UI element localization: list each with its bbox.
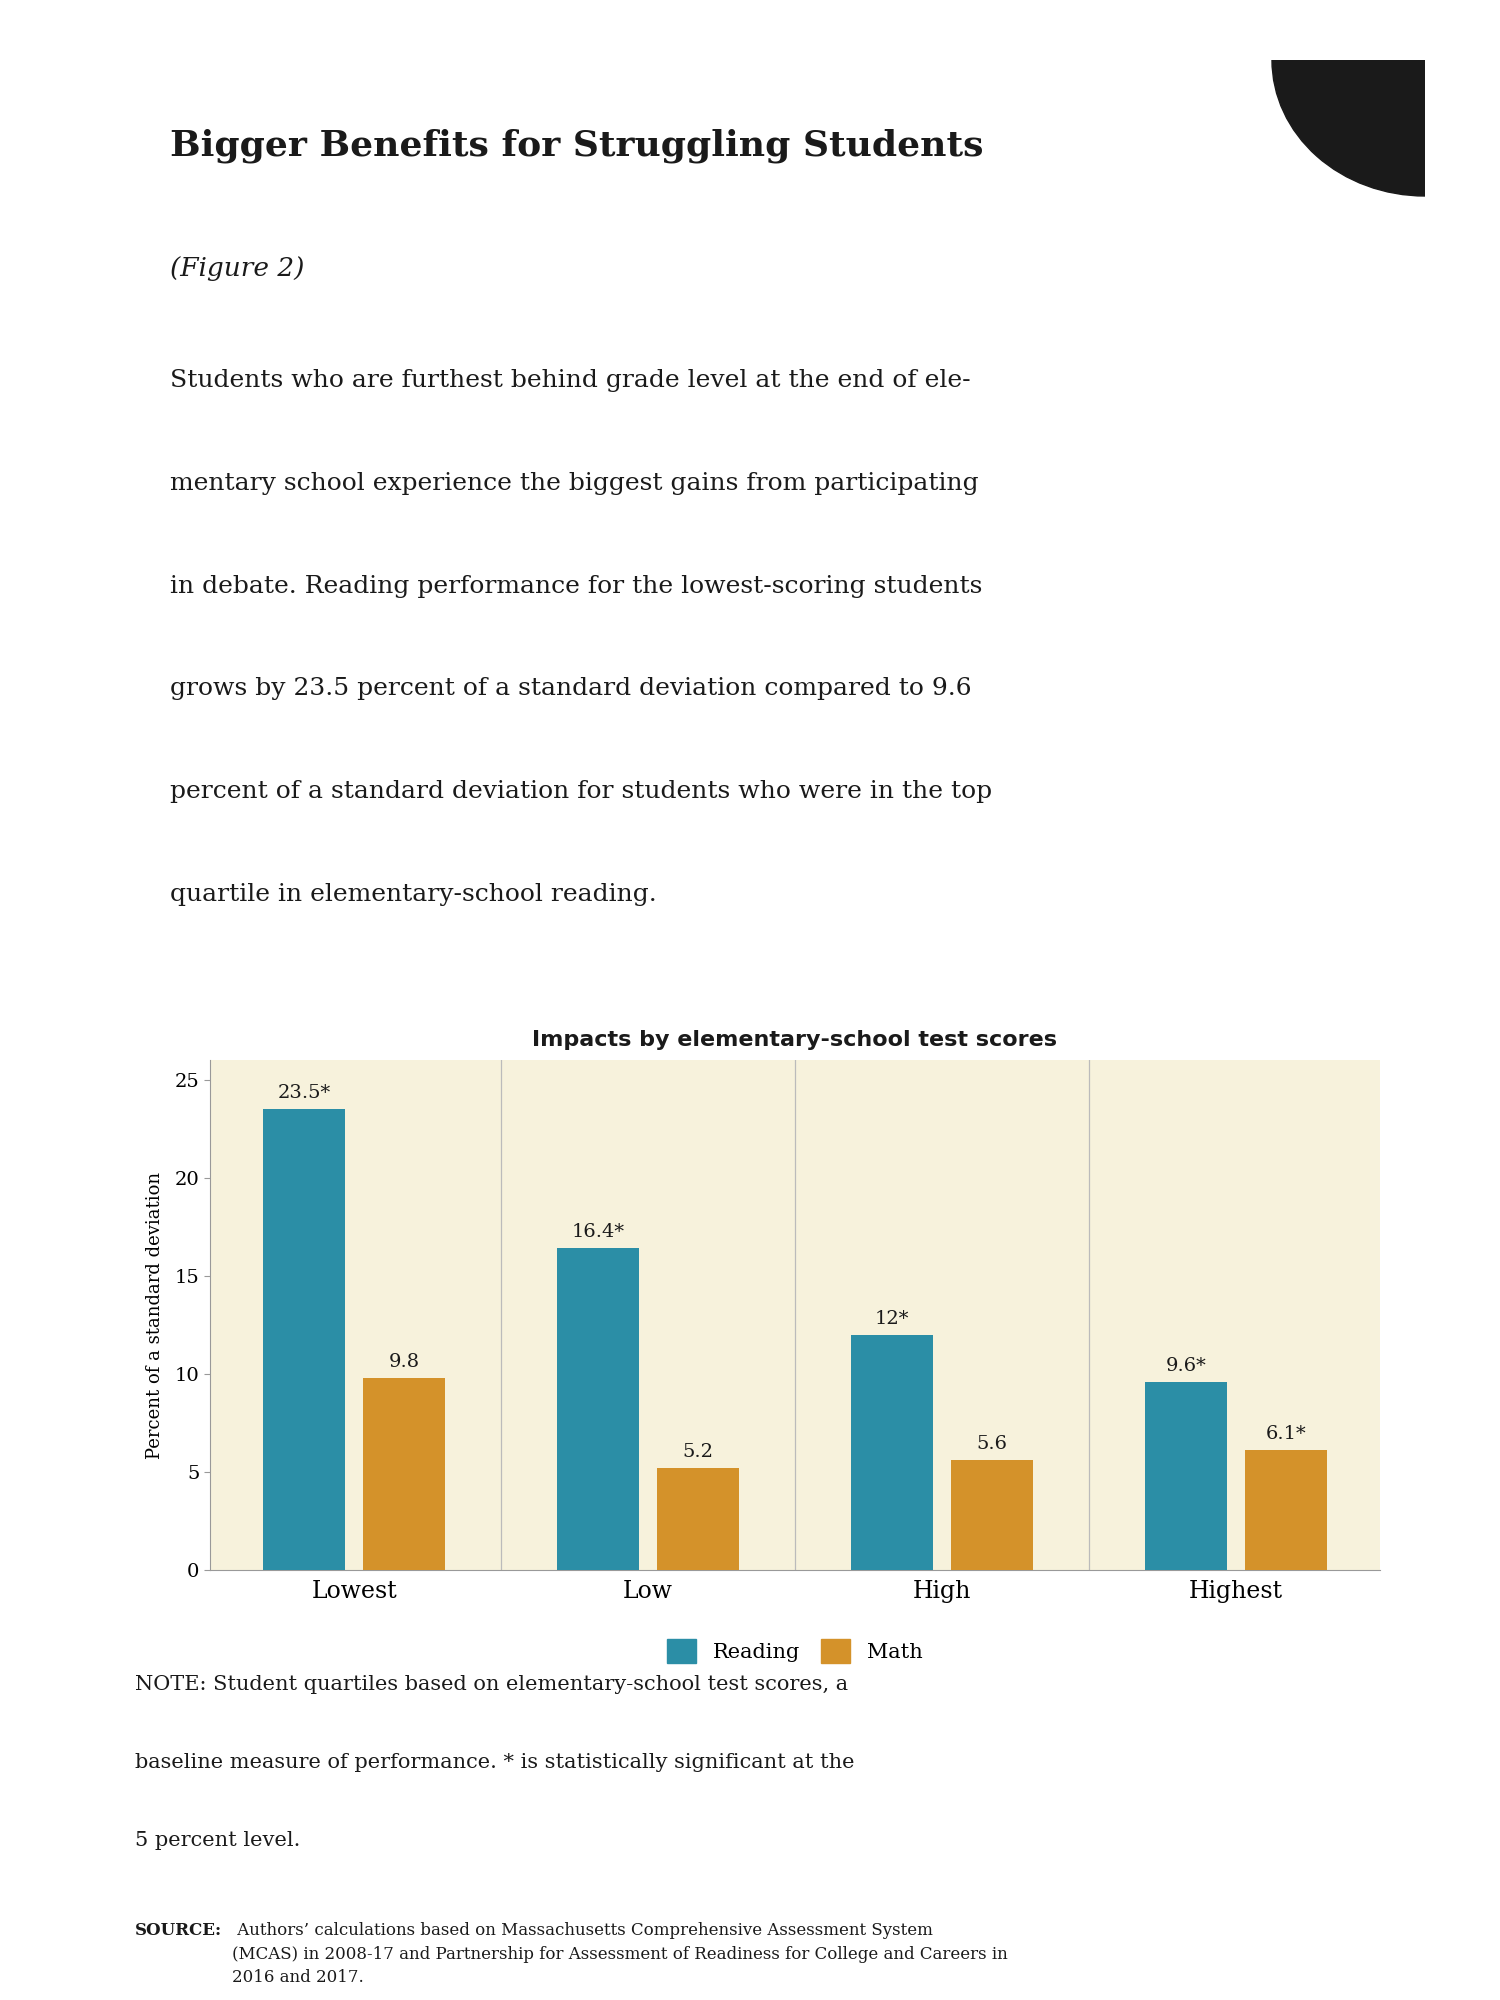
Text: 5 percent level.: 5 percent level. [135,1832,300,1850]
Text: percent of a standard deviation for students who were in the top: percent of a standard deviation for stud… [170,780,992,804]
Text: 9.6*: 9.6* [1166,1356,1206,1374]
Text: 23.5*: 23.5* [278,1084,332,1102]
Bar [1245,1450,1328,1570]
Text: 5.2: 5.2 [682,1444,714,1462]
Text: quartile in elementary-school reading.: quartile in elementary-school reading. [170,884,657,906]
Text: in debate. Reading performance for the lowest-scoring students: in debate. Reading performance for the l… [170,574,982,598]
Legend: Reading, Math: Reading, Math [658,1632,932,1672]
Text: baseline measure of performance. * is statistically significant at the: baseline measure of performance. * is st… [135,1754,855,1772]
Text: 12*: 12* [874,1310,909,1328]
Bar [556,1248,639,1570]
Bar [1144,1382,1227,1570]
Text: (Figure 2): (Figure 2) [170,256,304,280]
Bar [262,1110,345,1570]
Text: mentary school experience the biggest gains from participating: mentary school experience the biggest ga… [170,472,978,494]
Bar [850,1334,933,1570]
Bar [657,1468,740,1570]
Circle shape [1272,0,1500,196]
Text: NOTE: Student quartiles based on elementary-school test scores, a: NOTE: Student quartiles based on element… [135,1676,848,1694]
Title: Impacts by elementary-school test scores: Impacts by elementary-school test scores [532,1030,1058,1050]
Text: Bigger Benefits for Struggling Students: Bigger Benefits for Struggling Students [170,128,982,164]
Bar [951,1460,1034,1570]
Text: Authors’ calculations based on Massachusetts Comprehensive Assessment System
(MC: Authors’ calculations based on Massachus… [231,1922,1008,1986]
Text: 16.4*: 16.4* [572,1224,624,1242]
Text: grows by 23.5 percent of a standard deviation compared to 9.6: grows by 23.5 percent of a standard devi… [170,678,970,700]
Bar [363,1378,446,1570]
Text: 9.8: 9.8 [388,1352,420,1370]
Text: 5.6: 5.6 [976,1436,1008,1454]
Y-axis label: Percent of a standard deviation: Percent of a standard deviation [146,1172,164,1458]
Text: Students who are furthest behind grade level at the end of ele-: Students who are furthest behind grade l… [170,368,970,392]
Text: SOURCE:: SOURCE: [135,1922,222,1940]
Text: 6.1*: 6.1* [1266,1426,1306,1444]
